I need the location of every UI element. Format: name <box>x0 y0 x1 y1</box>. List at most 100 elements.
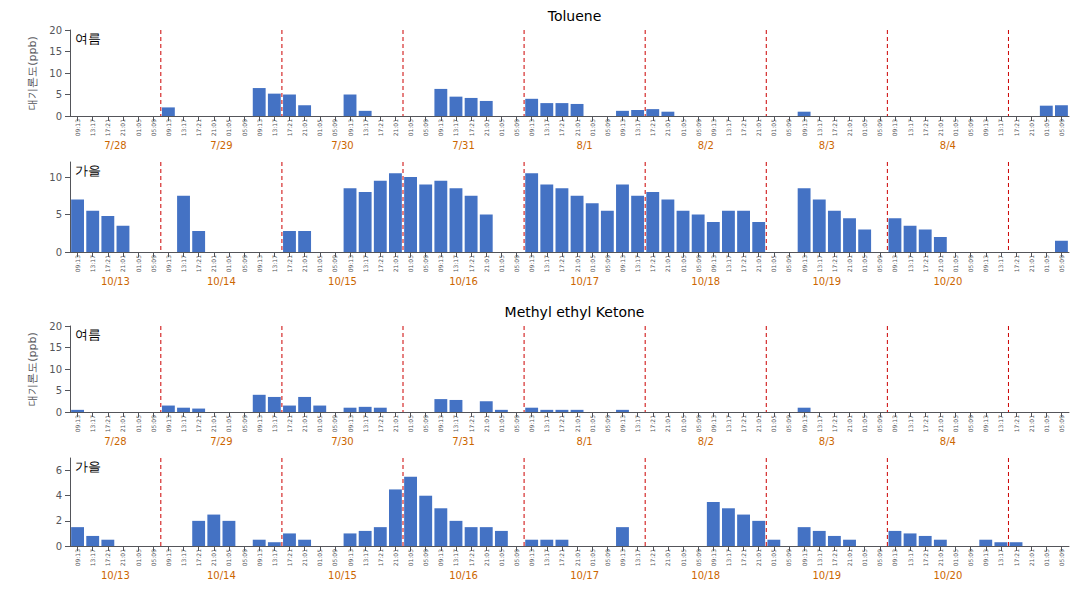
svg-text:10/18: 10/18 <box>691 570 720 581</box>
svg-text:0: 0 <box>56 407 62 418</box>
svg-text:01:05: 01:05 <box>861 119 868 136</box>
svg-text:01:05: 01:05 <box>861 255 868 272</box>
svg-text:09:13: 09:13 <box>891 415 898 432</box>
svg-text:09:13: 09:13 <box>74 255 81 272</box>
svg-text:13:17: 13:17 <box>997 415 1004 432</box>
svg-text:13:17: 13:17 <box>543 119 550 136</box>
svg-text:09:13: 09:13 <box>801 549 808 566</box>
svg-text:21:01: 21:01 <box>210 119 217 136</box>
svg-text:20: 20 <box>49 25 62 36</box>
svg-text:17:21: 17:21 <box>740 415 747 432</box>
svg-text:13:17: 13:17 <box>997 549 1004 566</box>
svg-text:17:21: 17:21 <box>377 119 384 136</box>
svg-text:01:05: 01:05 <box>498 119 505 136</box>
svg-text:여름: 여름 <box>75 31 101 46</box>
svg-text:09:13: 09:13 <box>347 549 354 566</box>
svg-text:10/13: 10/13 <box>101 570 130 581</box>
svg-text:21:01: 21:01 <box>210 255 217 272</box>
svg-text:05:09: 05:09 <box>241 119 248 136</box>
svg-text:13:17: 13:17 <box>634 255 641 272</box>
svg-text:13:17: 13:17 <box>89 549 96 566</box>
svg-text:05:09: 05:09 <box>513 119 520 136</box>
svg-text:21:01: 21:01 <box>937 119 944 136</box>
svg-text:05:09: 05:09 <box>422 549 429 566</box>
svg-text:09:13: 09:13 <box>801 255 808 272</box>
svg-text:13:17: 13:17 <box>362 415 369 432</box>
svg-text:05:09: 05:09 <box>604 549 611 566</box>
svg-text:13:17: 13:17 <box>362 119 369 136</box>
svg-text:05:09: 05:09 <box>695 415 702 432</box>
svg-text:13:17: 13:17 <box>452 119 459 136</box>
svg-text:21:01: 21:01 <box>937 415 944 432</box>
svg-text:17:21: 17:21 <box>558 119 565 136</box>
svg-text:21:01: 21:01 <box>392 255 399 272</box>
svg-text:21:01: 21:01 <box>392 415 399 432</box>
svg-text:10/16: 10/16 <box>449 570 478 581</box>
svg-text:05:09: 05:09 <box>604 255 611 272</box>
svg-text:01:05: 01:05 <box>952 549 959 566</box>
svg-text:17:21: 17:21 <box>104 549 111 566</box>
svg-text:21:01: 21:01 <box>664 415 671 432</box>
svg-text:21:01: 21:01 <box>574 415 581 432</box>
svg-text:17:21: 17:21 <box>922 119 929 136</box>
svg-text:09:13: 09:13 <box>619 549 626 566</box>
svg-text:13:17: 13:17 <box>89 415 96 432</box>
svg-text:05:09: 05:09 <box>1058 255 1065 272</box>
svg-text:21:01: 21:01 <box>210 549 217 566</box>
svg-text:8/1: 8/1 <box>577 436 593 447</box>
svg-text:09:13: 09:13 <box>982 119 989 136</box>
svg-text:09:13: 09:13 <box>437 415 444 432</box>
svg-text:05:09: 05:09 <box>513 549 520 566</box>
svg-text:7/31: 7/31 <box>452 436 474 447</box>
svg-text:8/3: 8/3 <box>819 140 835 151</box>
svg-text:05:09: 05:09 <box>967 119 974 136</box>
svg-text:09:13: 09:13 <box>256 415 263 432</box>
svg-text:01:05: 01:05 <box>1043 255 1050 272</box>
svg-text:05:09: 05:09 <box>1058 415 1065 432</box>
svg-text:09:13: 09:13 <box>801 119 808 136</box>
svg-text:21:01: 21:01 <box>664 119 671 136</box>
svg-text:09:13: 09:13 <box>891 119 898 136</box>
svg-text:17:21: 17:21 <box>922 549 929 566</box>
svg-text:05:09: 05:09 <box>331 549 338 566</box>
svg-text:17:21: 17:21 <box>286 119 293 136</box>
svg-text:13:17: 13:17 <box>634 415 641 432</box>
svg-text:21:01: 21:01 <box>574 549 581 566</box>
svg-text:13:17: 13:17 <box>725 255 732 272</box>
svg-text:05:09: 05:09 <box>150 255 157 272</box>
svg-text:10: 10 <box>49 68 62 79</box>
svg-text:17:21: 17:21 <box>649 255 656 272</box>
svg-text:17:21: 17:21 <box>104 119 111 136</box>
svg-text:05:09: 05:09 <box>876 415 883 432</box>
svg-text:01:05: 01:05 <box>498 415 505 432</box>
svg-text:05:09: 05:09 <box>876 119 883 136</box>
svg-text:21:01: 21:01 <box>1028 549 1035 566</box>
svg-text:10/15: 10/15 <box>328 570 357 581</box>
svg-text:09:13: 09:13 <box>347 119 354 136</box>
svg-text:13:17: 13:17 <box>725 415 732 432</box>
svg-text:01:05: 01:05 <box>952 415 959 432</box>
svg-text:Toluene: Toluene <box>547 8 602 24</box>
svg-text:09:13: 09:13 <box>165 119 172 136</box>
svg-text:10/15: 10/15 <box>328 276 357 287</box>
svg-text:17:21: 17:21 <box>831 255 838 272</box>
svg-text:01:05: 01:05 <box>135 255 142 272</box>
svg-text:17:21: 17:21 <box>558 415 565 432</box>
svg-text:7/29: 7/29 <box>210 436 232 447</box>
svg-text:13:17: 13:17 <box>543 549 550 566</box>
svg-text:17:21: 17:21 <box>286 255 293 272</box>
svg-text:13:17: 13:17 <box>180 549 187 566</box>
svg-text:21:01: 21:01 <box>1028 119 1035 136</box>
svg-text:0: 0 <box>56 247 62 258</box>
svg-text:05:09: 05:09 <box>513 415 520 432</box>
svg-text:20: 20 <box>49 321 62 332</box>
svg-text:21:01: 21:01 <box>301 549 308 566</box>
svg-text:8/2: 8/2 <box>698 140 714 151</box>
svg-text:05:09: 05:09 <box>695 549 702 566</box>
svg-text:17:21: 17:21 <box>195 415 202 432</box>
svg-text:01:05: 01:05 <box>316 549 323 566</box>
svg-text:21:01: 21:01 <box>483 255 490 272</box>
svg-text:21:01: 21:01 <box>755 119 762 136</box>
svg-text:21:01: 21:01 <box>574 119 581 136</box>
svg-text:13:17: 13:17 <box>180 415 187 432</box>
